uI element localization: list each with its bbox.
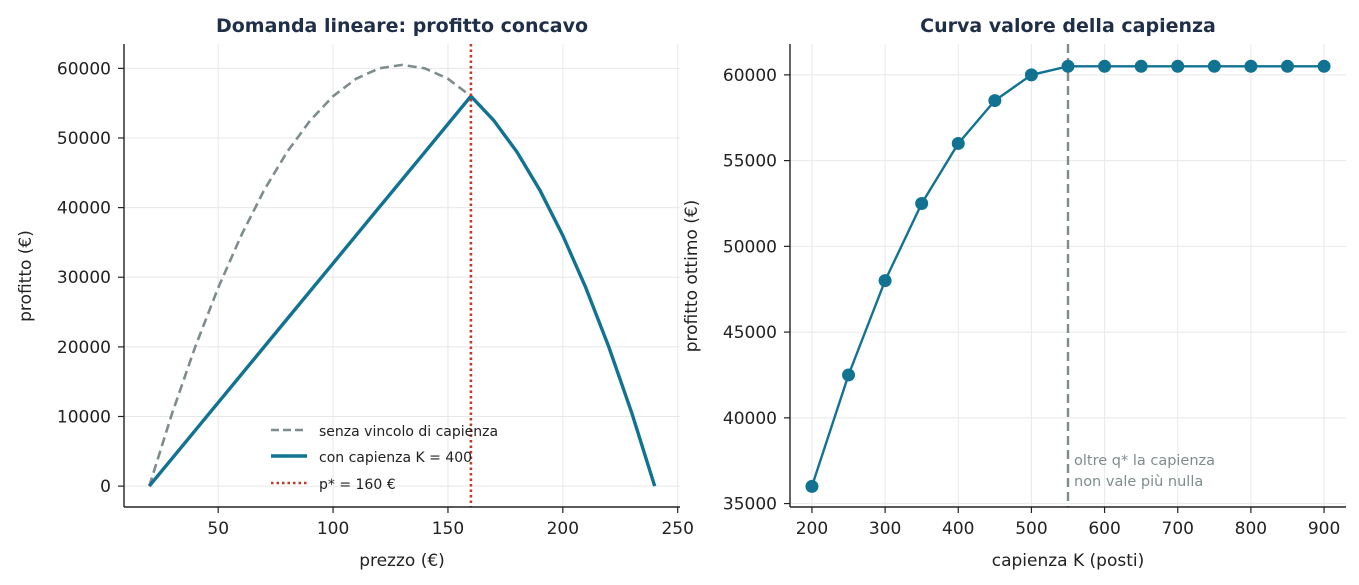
data-point — [1134, 59, 1148, 73]
data-point — [1171, 59, 1185, 73]
y-tick-label: 60000 — [57, 59, 111, 79]
legend-label-unconstrained: senza vincolo di capienza — [319, 424, 498, 440]
axis-ticks: 50 100 150 200 250 0 10000 20000 30000 40000 50000… — [57, 59, 694, 539]
chart-title: Curva valore della capienza — [920, 15, 1216, 37]
grid — [124, 44, 680, 507]
data-point — [1207, 59, 1221, 73]
y-tick-label: 60000 — [723, 66, 777, 86]
x-tick-label: 200 — [796, 519, 828, 539]
series-line-unconstrained — [148, 63, 472, 487]
x-tick-label: 300 — [869, 519, 901, 539]
profit-concave-chart: Domanda lineare: profitto concavo 50 100 1… — [16, 15, 694, 571]
data-point — [805, 479, 819, 493]
y-tick-label: 35000 — [723, 495, 777, 515]
x-tick-label: 800 — [1235, 519, 1267, 539]
x-tick-label: 700 — [1162, 519, 1194, 539]
data-point — [1317, 59, 1331, 73]
x-tick-label: 250 — [661, 519, 693, 539]
data-point — [951, 136, 965, 150]
x-tick-label: 50 — [207, 519, 229, 539]
x-tick-label: 200 — [547, 519, 579, 539]
y-tick-label: 50000 — [57, 129, 111, 149]
y-tick-label: 50000 — [723, 237, 777, 257]
y-tick-label: 0 — [100, 477, 111, 497]
data-point — [1061, 59, 1075, 73]
x-tick-label: 900 — [1308, 519, 1340, 539]
y-tick-label: 40000 — [57, 199, 111, 219]
x-axis-label: prezzo (€) — [359, 551, 445, 571]
x-tick-label: 150 — [432, 519, 464, 539]
data-point — [1280, 59, 1294, 73]
data-point — [988, 94, 1002, 108]
x-axis-label: capienza K (posti) — [992, 551, 1145, 571]
x-tick-label: 400 — [942, 519, 974, 539]
y-tick-label: 45000 — [723, 323, 777, 343]
data-point — [842, 368, 856, 382]
data-point — [1098, 59, 1112, 73]
chart-title: Domanda lineare: profitto concavo — [216, 15, 588, 37]
x-tick-label: 500 — [1015, 519, 1047, 539]
y-axis-label: profitto (€) — [16, 230, 36, 322]
data-point — [915, 196, 929, 210]
x-tick-label: 100 — [317, 519, 349, 539]
capacity-value-chart: Curva valore della capienza 200 300 400 500… — [682, 15, 1346, 571]
data-point — [878, 274, 892, 288]
y-tick-label: 20000 — [57, 338, 111, 358]
annotation-line-2: non vale più nulla — [1074, 474, 1203, 490]
series-line-constrained — [147, 94, 657, 488]
plot-area — [147, 44, 657, 507]
y-tick-label: 30000 — [57, 268, 111, 288]
axis-ticks: 200 300 400 500 600 700 800 900 35000 40000 45000 5… — [723, 66, 1340, 539]
y-tick-label: 10000 — [57, 407, 111, 427]
legend: senza vincolo di capienza con capienza K… — [271, 424, 498, 493]
data-point — [1024, 68, 1038, 82]
legend-label-optimal-price: p* = 160 € — [319, 477, 396, 493]
data-point — [1244, 59, 1258, 73]
x-tick-label: 600 — [1088, 519, 1120, 539]
y-axis-label: profitto ottimo (€) — [682, 200, 702, 353]
y-tick-label: 40000 — [723, 409, 777, 429]
y-tick-label: 55000 — [723, 152, 777, 172]
legend-label-constrained: con capienza K = 400 — [319, 450, 472, 466]
plot-area — [805, 44, 1331, 507]
annotation-line-1: oltre q* la capienza — [1074, 453, 1215, 469]
